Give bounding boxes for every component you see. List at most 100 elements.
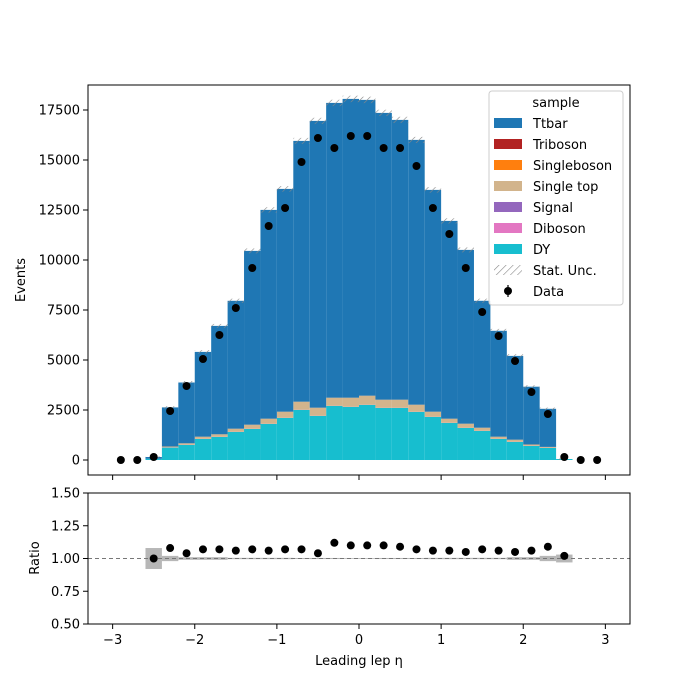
main-ytick-label-1: 2500 (47, 404, 80, 419)
bar-single-top-24 (506, 439, 524, 442)
data-point-16 (379, 144, 388, 152)
ratio-point-25 (527, 546, 536, 555)
data-point-4 (182, 382, 191, 390)
data-point-19 (428, 204, 437, 212)
x-axis-label: Leading lep η (315, 654, 403, 669)
bar-single-top-19 (424, 411, 442, 417)
bar-dy-4 (178, 445, 195, 460)
bar-ttbar-13 (326, 102, 343, 398)
bar-single-top-4 (178, 443, 195, 445)
ratio-unc-band-17 (391, 557, 409, 560)
legend-swatch-single-top (494, 181, 522, 191)
bar-ttbar-25 (523, 386, 540, 445)
legend-title: sample (532, 96, 579, 111)
data-point-11 (297, 158, 306, 166)
bar-single-top-5 (194, 436, 212, 439)
legend: sample Ttbar Triboson Singleboson Single top… (488, 90, 624, 306)
data-point-7 (231, 304, 240, 312)
bar-ttbar-10 (276, 188, 294, 412)
stat-unc-band-26 (539, 407, 557, 411)
legend-swatch-dy (494, 244, 522, 254)
data-point-0 (116, 456, 125, 464)
bar-single-top-16 (375, 399, 392, 408)
ratio-point-7 (231, 546, 240, 555)
ratio-point-24 (511, 547, 520, 556)
data-point-14 (346, 132, 355, 140)
data-point-6 (215, 331, 224, 339)
bar-ttbar-22 (473, 300, 491, 428)
bar-single-top-25 (523, 444, 540, 446)
legend-label-dy: DY (533, 243, 550, 258)
xtick-label-4: 1 (437, 633, 445, 648)
ratio-point-8 (248, 545, 257, 554)
bar-single-top-6 (211, 434, 228, 437)
data-point-9 (264, 222, 273, 230)
ratio-y-axis-label: Ratio (28, 541, 43, 574)
ratio-point-14 (346, 541, 355, 550)
bar-dy-20 (441, 423, 458, 460)
bar-ttbar-24 (506, 355, 524, 440)
bar-single-top-21 (457, 423, 474, 428)
data-point-12 (313, 134, 322, 142)
bar-ttbar-5 (194, 351, 212, 437)
ratio-point-2 (149, 554, 158, 563)
stat-unc-band-14 (342, 95, 359, 103)
stat-unc-band-19 (424, 187, 442, 193)
ratio-ytick-label-2: 1.00 (51, 552, 80, 567)
bar-dy-15 (359, 405, 376, 460)
ratio-point-18 (412, 545, 421, 554)
bar-dy-19 (424, 417, 442, 460)
data-point-2 (149, 453, 158, 461)
legend-swatch-ttbar (494, 118, 522, 128)
bar-dy-14 (342, 407, 359, 460)
bar-ttbar-8 (244, 250, 261, 425)
ratio-point-20 (445, 546, 454, 555)
main-ytick-label-7: 17500 (39, 104, 80, 119)
data-point-5 (198, 355, 207, 363)
bar-dy-7 (227, 432, 245, 460)
data-point-15 (363, 132, 372, 140)
legend-swatch-singleboson (494, 160, 522, 170)
ratio-unc-band-26 (539, 555, 557, 562)
data-point-21 (461, 264, 470, 272)
bar-dy-17 (391, 408, 409, 460)
data-point-3 (166, 407, 175, 415)
ratio-unc-band-3 (161, 555, 179, 562)
bar-ttbar-23 (490, 330, 507, 437)
main-ytick-label-4: 10000 (39, 254, 80, 269)
bar-ttbar-3 (161, 407, 179, 447)
legend-swatch-signal (494, 202, 522, 212)
legend-label-data: Data (533, 285, 564, 300)
stat-unc-band-8 (244, 248, 261, 254)
xtick-label-5: 2 (519, 633, 527, 648)
bar-dy-11 (293, 410, 310, 460)
ratio-point-22 (478, 545, 487, 554)
ratio-point-12 (313, 549, 322, 558)
main-ytick-label-3: 7500 (47, 304, 80, 319)
ratio-point-27 (560, 551, 569, 560)
main-ytick-label-2: 5000 (47, 354, 80, 369)
bar-ttbar-20 (441, 220, 458, 419)
ratio-ytick-label-1: 0.75 (51, 585, 80, 600)
bar-dy-13 (326, 406, 343, 460)
bar-dy-9 (260, 424, 277, 460)
ratio-unc-band-6 (211, 557, 228, 560)
bar-ttbar-4 (178, 382, 195, 444)
data-point-25 (527, 388, 536, 396)
bar-dy-18 (408, 412, 425, 460)
legend-swatch-triboson (494, 139, 522, 149)
xtick-label-2: −1 (267, 633, 286, 648)
stat-unc-band-20 (441, 218, 458, 224)
ratio-point-23 (494, 546, 503, 555)
bar-single-top-18 (408, 404, 425, 412)
ratio-point-11 (297, 545, 306, 554)
data-point-28 (576, 456, 585, 464)
bar-ttbar-6 (211, 325, 228, 435)
ratio-unc-band-21 (457, 557, 474, 560)
stat-unc-band-18 (408, 136, 425, 143)
data-point-8 (248, 264, 257, 272)
bar-single-top-7 (227, 428, 245, 432)
bar-ttbar-18 (408, 139, 425, 405)
bar-ttbar-19 (424, 189, 442, 412)
stat-unc-band-16 (375, 109, 392, 117)
